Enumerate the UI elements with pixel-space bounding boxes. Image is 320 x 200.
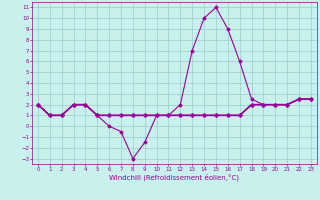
X-axis label: Windchill (Refroidissement éolien,°C): Windchill (Refroidissement éolien,°C) — [109, 173, 239, 181]
